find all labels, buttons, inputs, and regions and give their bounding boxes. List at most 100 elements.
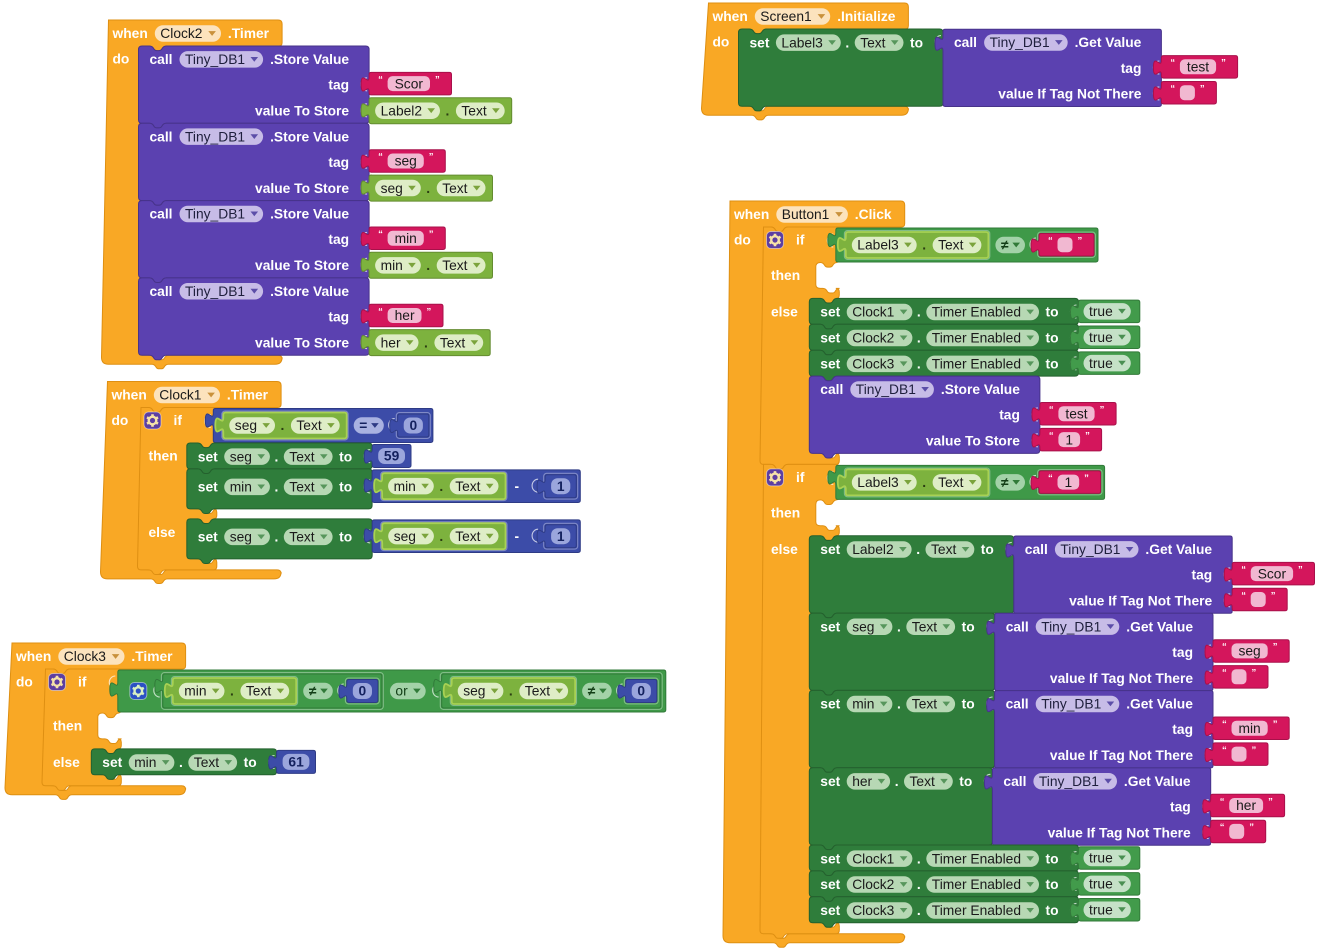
svg-text:Text: Text bbox=[455, 479, 480, 494]
svg-text:.: . bbox=[509, 684, 513, 699]
svg-text:call: call bbox=[1006, 619, 1029, 634]
svg-text:”: ” bbox=[1273, 719, 1278, 730]
svg-text:”: ” bbox=[427, 306, 432, 317]
svg-text:set: set bbox=[820, 542, 840, 557]
svg-text:do: do bbox=[713, 35, 730, 50]
svg-text:set: set bbox=[820, 903, 840, 918]
svg-text:call: call bbox=[150, 207, 173, 222]
svg-text:set: set bbox=[102, 755, 122, 770]
svg-text:or: or bbox=[395, 684, 408, 699]
svg-text:min: min bbox=[134, 755, 156, 770]
svg-text:tag: tag bbox=[328, 232, 349, 247]
svg-text:.: . bbox=[281, 418, 285, 433]
svg-text:.: . bbox=[845, 35, 849, 50]
svg-text:“: “ bbox=[378, 152, 383, 163]
svg-text:Text: Text bbox=[931, 542, 956, 557]
svg-text:”: ” bbox=[1078, 236, 1083, 247]
svg-text:“: “ bbox=[1049, 430, 1054, 441]
svg-text:=: = bbox=[359, 418, 367, 433]
svg-text:if: if bbox=[78, 675, 87, 690]
svg-text:.: . bbox=[917, 305, 921, 320]
svg-text:tag: tag bbox=[1121, 61, 1142, 76]
svg-text:Clock1: Clock1 bbox=[852, 305, 894, 320]
svg-text:Tiny_DB1: Tiny_DB1 bbox=[990, 35, 1050, 50]
svg-text:Label3: Label3 bbox=[781, 35, 823, 50]
svg-text:Tiny_DB1: Tiny_DB1 bbox=[185, 129, 245, 144]
svg-text:.Get Value: .Get Value bbox=[1126, 697, 1193, 712]
svg-text:.: . bbox=[275, 449, 279, 464]
svg-text:”: ” bbox=[435, 74, 440, 85]
svg-text:set: set bbox=[820, 331, 840, 346]
svg-text:Text: Text bbox=[461, 104, 486, 119]
svg-text:Tiny_DB1: Tiny_DB1 bbox=[1041, 697, 1101, 712]
svg-text:min: min bbox=[394, 479, 416, 494]
svg-text:to: to bbox=[962, 619, 975, 634]
svg-text:.: . bbox=[426, 258, 430, 273]
svg-text:then: then bbox=[149, 449, 178, 464]
svg-text:when: when bbox=[712, 9, 748, 24]
svg-text:≠: ≠ bbox=[588, 684, 596, 699]
svg-text:if: if bbox=[796, 470, 805, 485]
svg-text:“: “ bbox=[1048, 236, 1053, 247]
svg-text:then: then bbox=[53, 719, 82, 734]
svg-text:her: her bbox=[395, 308, 415, 323]
svg-text:Label2: Label2 bbox=[381, 104, 422, 119]
svg-text:call: call bbox=[150, 129, 173, 144]
svg-text:“: “ bbox=[1049, 405, 1054, 416]
svg-text:if: if bbox=[796, 233, 805, 248]
svg-text:Label3: Label3 bbox=[857, 475, 899, 490]
svg-text:.Store Value: .Store Value bbox=[270, 129, 349, 144]
svg-text:Clock3: Clock3 bbox=[852, 357, 894, 372]
svg-text:min: min bbox=[852, 697, 874, 712]
svg-text:.Timer: .Timer bbox=[228, 26, 270, 41]
svg-text:.Initialize: .Initialize bbox=[837, 9, 896, 24]
svg-text:Text: Text bbox=[938, 238, 963, 253]
svg-text:.: . bbox=[917, 903, 921, 918]
svg-text:min: min bbox=[1238, 721, 1260, 736]
svg-text:when: when bbox=[733, 207, 769, 222]
svg-text:to: to bbox=[1046, 851, 1059, 866]
svg-text:“: “ bbox=[1222, 642, 1227, 653]
svg-text:value If Tag Not There: value If Tag Not There bbox=[1069, 594, 1212, 609]
svg-text:set: set bbox=[750, 35, 770, 50]
svg-text:.Get Value: .Get Value bbox=[1124, 774, 1191, 789]
svg-text:“: “ bbox=[1241, 564, 1246, 575]
svg-text:Scor: Scor bbox=[395, 76, 424, 91]
svg-text:”: ” bbox=[1252, 668, 1257, 679]
svg-text:“: “ bbox=[378, 229, 383, 240]
svg-text:value If Tag Not There: value If Tag Not There bbox=[1050, 748, 1193, 763]
svg-text:true: true bbox=[1089, 330, 1113, 345]
svg-text:1: 1 bbox=[1065, 432, 1073, 447]
svg-text:“: “ bbox=[1220, 822, 1225, 833]
svg-text:tag: tag bbox=[1172, 645, 1193, 660]
svg-text:.: . bbox=[922, 238, 926, 253]
svg-text:Text: Text bbox=[194, 755, 219, 770]
svg-text:set: set bbox=[198, 480, 218, 495]
svg-text:then: then bbox=[771, 506, 800, 521]
svg-text:Text: Text bbox=[296, 418, 321, 433]
svg-text:to: to bbox=[1046, 305, 1059, 320]
svg-text:set: set bbox=[820, 774, 840, 789]
svg-text:.Get Value: .Get Value bbox=[1126, 619, 1193, 634]
svg-text:value To Store: value To Store bbox=[255, 104, 349, 119]
svg-text:≠: ≠ bbox=[1001, 238, 1009, 253]
svg-text:.: . bbox=[917, 851, 921, 866]
svg-text:Text: Text bbox=[938, 475, 963, 490]
svg-text:when: when bbox=[15, 649, 51, 664]
svg-text:1: 1 bbox=[1064, 475, 1072, 490]
svg-text:set: set bbox=[198, 530, 218, 545]
svg-text:Text: Text bbox=[289, 449, 314, 464]
svg-text:tag: tag bbox=[328, 155, 349, 170]
svg-text:Text: Text bbox=[289, 530, 314, 545]
svg-text:set: set bbox=[820, 877, 840, 892]
svg-text:her: her bbox=[381, 335, 401, 350]
svg-text:0: 0 bbox=[358, 684, 366, 699]
svg-text:true: true bbox=[1089, 356, 1113, 371]
svg-text:Clock3: Clock3 bbox=[64, 649, 106, 664]
svg-text:tag: tag bbox=[1170, 799, 1191, 814]
svg-text:-: - bbox=[515, 529, 520, 544]
svg-text:.Store Value: .Store Value bbox=[270, 284, 349, 299]
svg-text:“: “ bbox=[378, 306, 383, 317]
svg-text:0: 0 bbox=[637, 684, 645, 699]
svg-text:value If Tag Not There: value If Tag Not There bbox=[1050, 671, 1193, 686]
